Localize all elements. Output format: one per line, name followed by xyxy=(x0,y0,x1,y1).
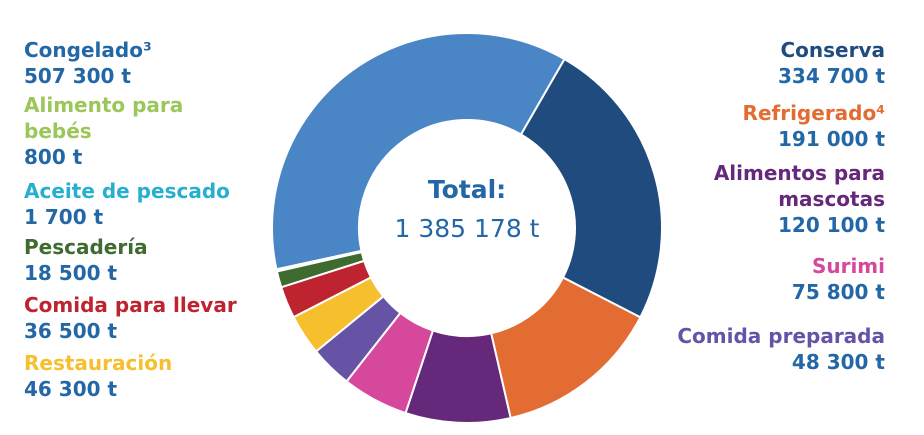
donut-segment xyxy=(314,295,402,383)
legend-label: Pescadería xyxy=(24,235,148,259)
value-label: 18 500 t xyxy=(24,261,118,285)
legend-label: Restauración xyxy=(24,351,173,375)
donut-segment xyxy=(279,259,373,319)
value-label: 120 100 t xyxy=(778,213,885,237)
legend-entry: Congelado³ 507 300 t xyxy=(24,37,274,89)
donut-segment xyxy=(292,276,385,353)
value-label: 191 000 t xyxy=(778,127,885,151)
value-label: 507 300 t xyxy=(24,64,131,88)
legend-label: Alimentos para mascotas xyxy=(713,161,885,211)
legend-entry: Restauración 46 300 t xyxy=(24,350,274,402)
legend-label: Aceite de pescado xyxy=(24,179,230,203)
value-label: 334 700 t xyxy=(778,64,885,88)
legend-label: Conserva xyxy=(780,38,885,62)
legend-entry: Conserva 334 700 t xyxy=(655,37,885,89)
legend-label: Congelado³ xyxy=(24,38,152,62)
legend-entry: Alimento para bebés 800 t xyxy=(24,92,214,170)
legend-label: Comida preparada xyxy=(677,324,885,348)
legend-entry: Comida para llevar 36 500 t xyxy=(24,292,274,344)
legend-entry: Aceite de pescado 1 700 t xyxy=(24,178,274,230)
legend-entry: Alimentos para mascotas 120 100 t xyxy=(655,160,885,238)
legend-entry: Surimi 75 800 t xyxy=(655,253,885,305)
donut-segment xyxy=(345,311,435,415)
value-label: 800 t xyxy=(24,145,83,169)
legend-label: Surimi xyxy=(811,254,885,278)
donut-segment xyxy=(490,276,642,420)
legend-label: Alimento para bebés xyxy=(24,93,184,143)
total-label: 1 385 178 t xyxy=(395,214,540,243)
donut-segment xyxy=(519,57,663,319)
value-label: 46 300 t xyxy=(24,377,118,401)
legend-entry: Comida preparada 48 300 t xyxy=(655,323,885,375)
value-label: 48 300 t xyxy=(791,350,885,374)
legend-entry: Refrigerado⁴ 191 000 t xyxy=(655,100,885,152)
donut-segment xyxy=(271,32,566,271)
legend-entry: Pescadería 18 500 t xyxy=(24,234,274,286)
legend-label: Comida para llevar xyxy=(24,293,237,317)
total-title: Total: xyxy=(428,175,506,204)
value-label: 1 700 t xyxy=(24,205,104,229)
legend-label: Refrigerado⁴ xyxy=(742,101,885,125)
value-label: 36 500 t xyxy=(24,319,118,343)
donut-segment xyxy=(404,329,512,424)
value-label: 75 800 t xyxy=(791,280,885,304)
